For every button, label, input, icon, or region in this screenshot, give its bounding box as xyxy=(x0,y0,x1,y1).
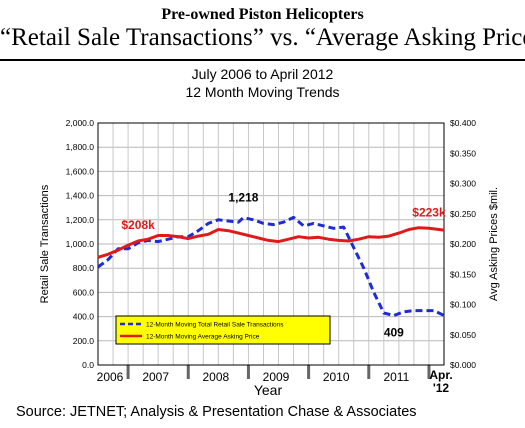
x-tick-label: 2010 xyxy=(323,370,350,384)
left-tick-label: 1,200.0 xyxy=(66,215,95,225)
right-tick-label: $0.400 xyxy=(450,118,476,128)
labels: 0.0 200.0 400.0 600.0 800.0 1,000.0 1,200.0 1,4… xyxy=(39,118,500,398)
x-axis-title: Year xyxy=(254,382,283,398)
page-title: Pre-owned Piston Helicopters xyxy=(161,6,364,23)
right-tick-label: $0.050 xyxy=(450,330,476,340)
annotation-label: 409 xyxy=(384,326,404,340)
page-subtitle: “Retail Sale Transactions” vs. “Average … xyxy=(0,24,525,51)
axes xyxy=(97,122,445,379)
plot-frame xyxy=(97,122,445,366)
left-tick-label: 2,000.0 xyxy=(66,118,95,128)
source-note: Source: JETNET; Analysis & Presentation … xyxy=(16,404,417,420)
right-tick-label: $0.250 xyxy=(450,209,476,219)
series xyxy=(97,215,445,317)
left-tick-label: 1,400.0 xyxy=(66,191,95,201)
right-tick-label: $0.150 xyxy=(450,269,476,279)
annotation-label: $208k xyxy=(121,218,155,232)
right-tick-label: $0.000 xyxy=(450,360,476,370)
annotation-label: 1,218 xyxy=(228,191,258,205)
left-tick-label: 1,600.0 xyxy=(66,166,95,176)
left-tick-label: 800.0 xyxy=(73,263,95,273)
right-tick-label: $0.100 xyxy=(450,300,476,310)
y-axis-title-left: Retail Sale Transactions xyxy=(39,184,51,303)
left-tick-label: 400.0 xyxy=(73,312,95,322)
x-tick-label: 2011 xyxy=(383,370,409,384)
right-tick-label: $0.300 xyxy=(450,179,476,189)
legend: 12-Month Moving Total Retail Sale Transa… xyxy=(115,315,331,345)
legend-box xyxy=(115,315,331,345)
series-line-1 xyxy=(97,226,445,259)
annotation-label: $223k xyxy=(412,205,446,219)
chart-title: July 2006 to April 2012 xyxy=(191,66,334,82)
left-tick-label: 1,800.0 xyxy=(66,142,95,152)
y-axis-title-right: Avg Asking Prices $mil. xyxy=(488,187,500,301)
right-tick-label: $0.200 xyxy=(450,239,476,249)
left-tick-label: 0.0 xyxy=(82,360,94,370)
left-tick-label: 200.0 xyxy=(73,336,95,346)
x-tick-label: 2009 xyxy=(263,370,290,384)
title-divider xyxy=(0,59,525,61)
left-tick-label: 1,000.0 xyxy=(66,239,95,249)
x-tick-label: 2008 xyxy=(202,370,229,384)
left-tick-label: 600.0 xyxy=(73,287,95,297)
grid xyxy=(97,122,445,366)
x-tick-label: 2006 xyxy=(97,370,124,384)
chart-subtitle: 12 Month Moving Trends xyxy=(185,84,340,100)
x-tick-label: Apr. '12 xyxy=(429,368,452,395)
x-tick-label: 2007 xyxy=(142,370,169,384)
legend-entry-1: 12-Month Moving Average Asking Price xyxy=(146,334,260,341)
right-tick-label: $0.350 xyxy=(450,148,476,158)
legend-entry-0: 12-Month Moving Total Retail Sale Transa… xyxy=(146,322,284,329)
series-line-0 xyxy=(97,215,445,317)
